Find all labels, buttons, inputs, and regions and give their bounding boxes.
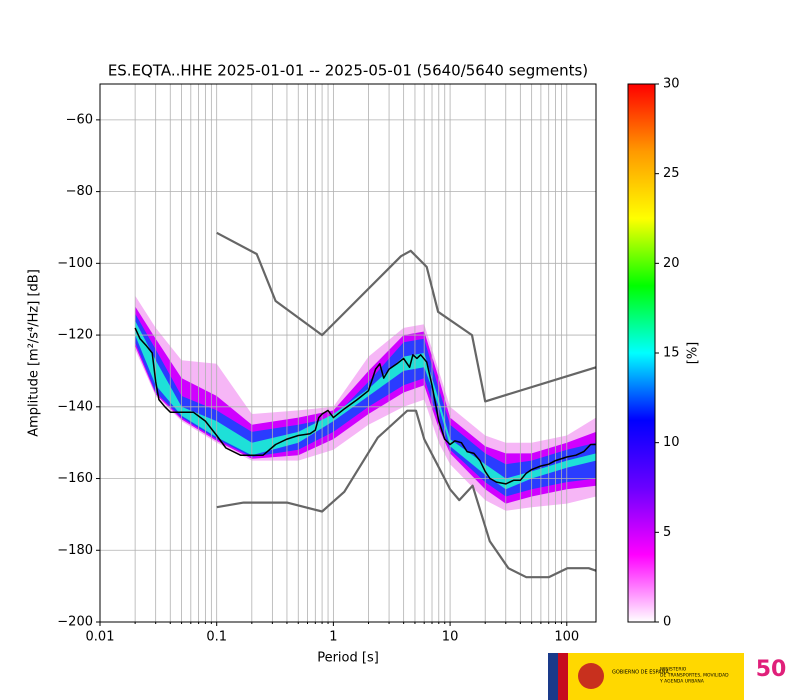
x-tick-label: 0.01 [86,630,115,645]
series-line [216,231,596,403]
colorbar [627,83,656,623]
series-line [134,327,596,485]
x-axis-label: Period [s] [317,651,379,666]
logo-flag-eu [548,653,558,700]
y-tick-label: −160 [57,471,93,486]
x-tick-label: 100 [554,630,579,645]
y-tick-label: −100 [57,256,93,271]
y-tick-label: −120 [57,328,93,343]
footer-logo: GOBIERNO DE ESPAÑA MINISTERIO DE TRANSPO… [548,653,786,700]
logo-flag [558,653,568,700]
logo-ministry: MINISTERIO [660,667,687,673]
colorbar-tick-label: 25 [663,166,680,181]
colorbar-tick-label: 20 [663,256,680,271]
y-tick-label: −60 [66,112,93,127]
y-tick-label: −140 [57,399,93,414]
x-tick-label: 10 [442,630,459,645]
x-tick-label: 1 [329,630,337,645]
logo-crest [578,663,604,689]
plot-frame [99,83,597,623]
logo-ministry: Y AGENDA URBANA [659,679,705,685]
density-band [135,320,596,490]
colorbar-tick-label: 5 [663,525,671,540]
colorbar-tick-label: 15 [663,346,680,361]
colorbar-tick-label: 0 [663,615,671,630]
logo-anniversary: 50 [756,657,787,682]
logo-ministry: DE TRANSPORTES, MOVILIDAD [660,673,729,679]
colorbar-tick-label: 30 [663,77,680,92]
x-tick-label: 0.1 [206,630,227,645]
y-tick-label: −200 [57,615,93,630]
colorbar-label: [%] [686,342,701,365]
colorbar-tick-label: 10 [663,435,680,450]
logo-gov: GOBIERNO DE ESPAÑA [612,669,669,676]
y-tick-label: −80 [66,184,93,199]
chart-title: ES.EQTA..HHE 2025-01-01 -- 2025-05-01 (5… [108,62,588,80]
series-line [216,409,596,579]
y-tick-label: −180 [57,543,93,558]
y-axis-label: Amplitude [m²/s⁴/Hz] [dB] [27,269,42,437]
plot-area [100,84,596,622]
